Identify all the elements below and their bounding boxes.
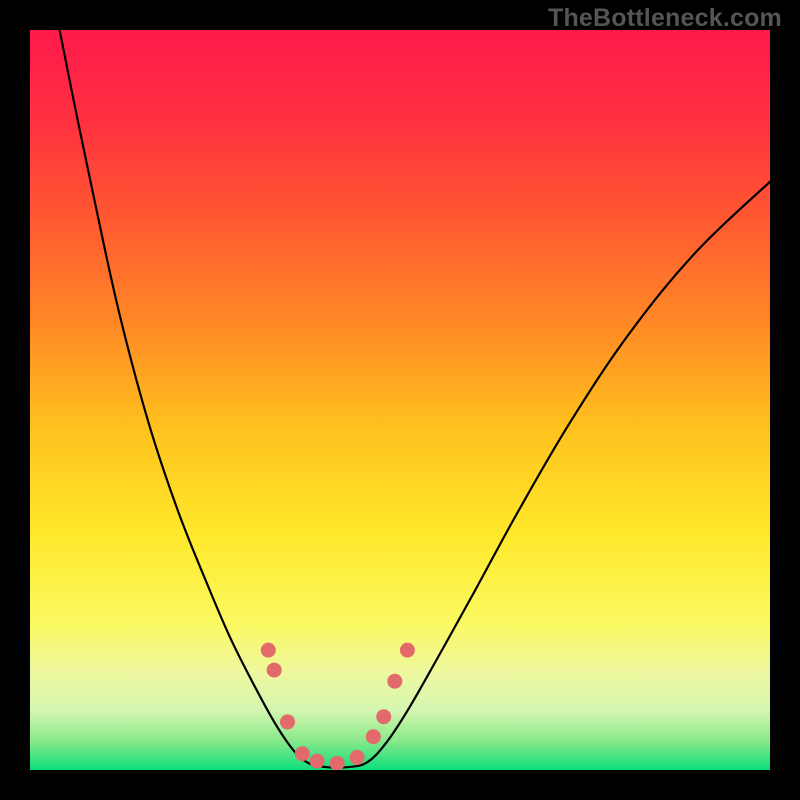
marker-group (261, 643, 415, 770)
data-marker (261, 643, 276, 658)
plot-area (30, 30, 770, 770)
data-marker (387, 674, 402, 689)
data-marker (280, 714, 295, 729)
watermark-text: TheBottleneck.com (548, 4, 782, 33)
data-marker (350, 750, 365, 765)
data-marker (366, 729, 381, 744)
data-marker (330, 756, 345, 770)
bottleneck-curve (60, 30, 770, 768)
data-marker (267, 663, 282, 678)
data-marker (376, 709, 391, 724)
data-marker (400, 643, 415, 658)
data-marker (310, 754, 325, 769)
data-marker (295, 746, 310, 761)
curve-and-markers (30, 30, 770, 770)
chart-frame: TheBottleneck.com (0, 0, 800, 800)
